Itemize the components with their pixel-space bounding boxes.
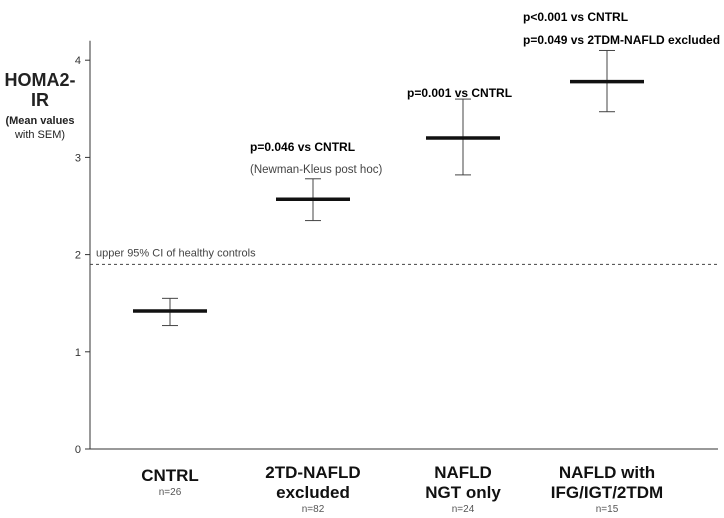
category-n: n=82 <box>301 504 325 515</box>
error-bar-group <box>426 98 500 176</box>
y-axis-subtitle-bold: (Mean values <box>5 115 75 127</box>
category-label: NAFLD NGT only n=24 <box>425 463 501 517</box>
y-axis-label: HOMA2-IR (Mean values with SEM) <box>4 70 76 142</box>
category-name: NGT only <box>425 483 501 502</box>
y-tick-label: 0 <box>75 444 81 456</box>
annotation-p-2td: p=0.046 vs CNTRL <box>250 140 355 154</box>
category-label: NAFLD with IFG/IGT/2TDM n=15 <box>551 463 663 517</box>
error-bar-marks <box>133 49 644 327</box>
annotation-p-ifg-vs-2td: p=0.049 vs 2TDM-NAFLD excluded <box>523 33 720 47</box>
error-bar-group <box>276 178 350 222</box>
annotation-p-ngt: p=0.001 vs CNTRL <box>407 86 512 100</box>
reference-line-label: upper 95% CI of healthy controls <box>96 247 256 259</box>
error-bar-group <box>570 49 644 113</box>
y-axis-title: HOMA2-IR <box>4 70 76 110</box>
axes: 0 1 2 3 4 <box>75 40 718 456</box>
category-label: 2TD-NAFLD excluded n=82 <box>265 463 360 517</box>
category-name: NAFLD <box>434 463 492 482</box>
annotation-p-ifg: p<0.001 vs CNTRL <box>523 10 628 24</box>
y-axis-subtitle-rest: with SEM) <box>14 129 66 141</box>
category-name: 2TD-NAFLD <box>265 463 361 482</box>
y-axis-subtitle: (Mean values with SEM) <box>4 114 76 142</box>
y-tick-label: 2 <box>75 250 81 262</box>
category-name: NAFLD with <box>558 463 656 482</box>
category-name: IFG/IGT/2TDM <box>550 483 664 502</box>
annotations: p=0.046 vs CNTRL (Newman-Kleus post hoc)… <box>250 10 720 176</box>
category-name: excluded <box>276 483 350 502</box>
category-n: n=15 <box>595 504 619 515</box>
y-tick-label: 4 <box>75 55 81 67</box>
annotation-post-hoc: (Newman-Kleus post hoc) <box>250 164 382 176</box>
reference-line-group: upper 95% CI of healthy controls <box>90 247 718 265</box>
error-bar-group <box>133 297 207 327</box>
category-n: n=26 <box>158 487 182 498</box>
y-tick-label: 3 <box>75 152 81 164</box>
category-n: n=24 <box>451 504 475 515</box>
category-name: CNTRL <box>141 466 199 485</box>
y-tick-label: 1 <box>75 347 81 359</box>
category-label: CNTRL n=26 <box>141 466 199 500</box>
